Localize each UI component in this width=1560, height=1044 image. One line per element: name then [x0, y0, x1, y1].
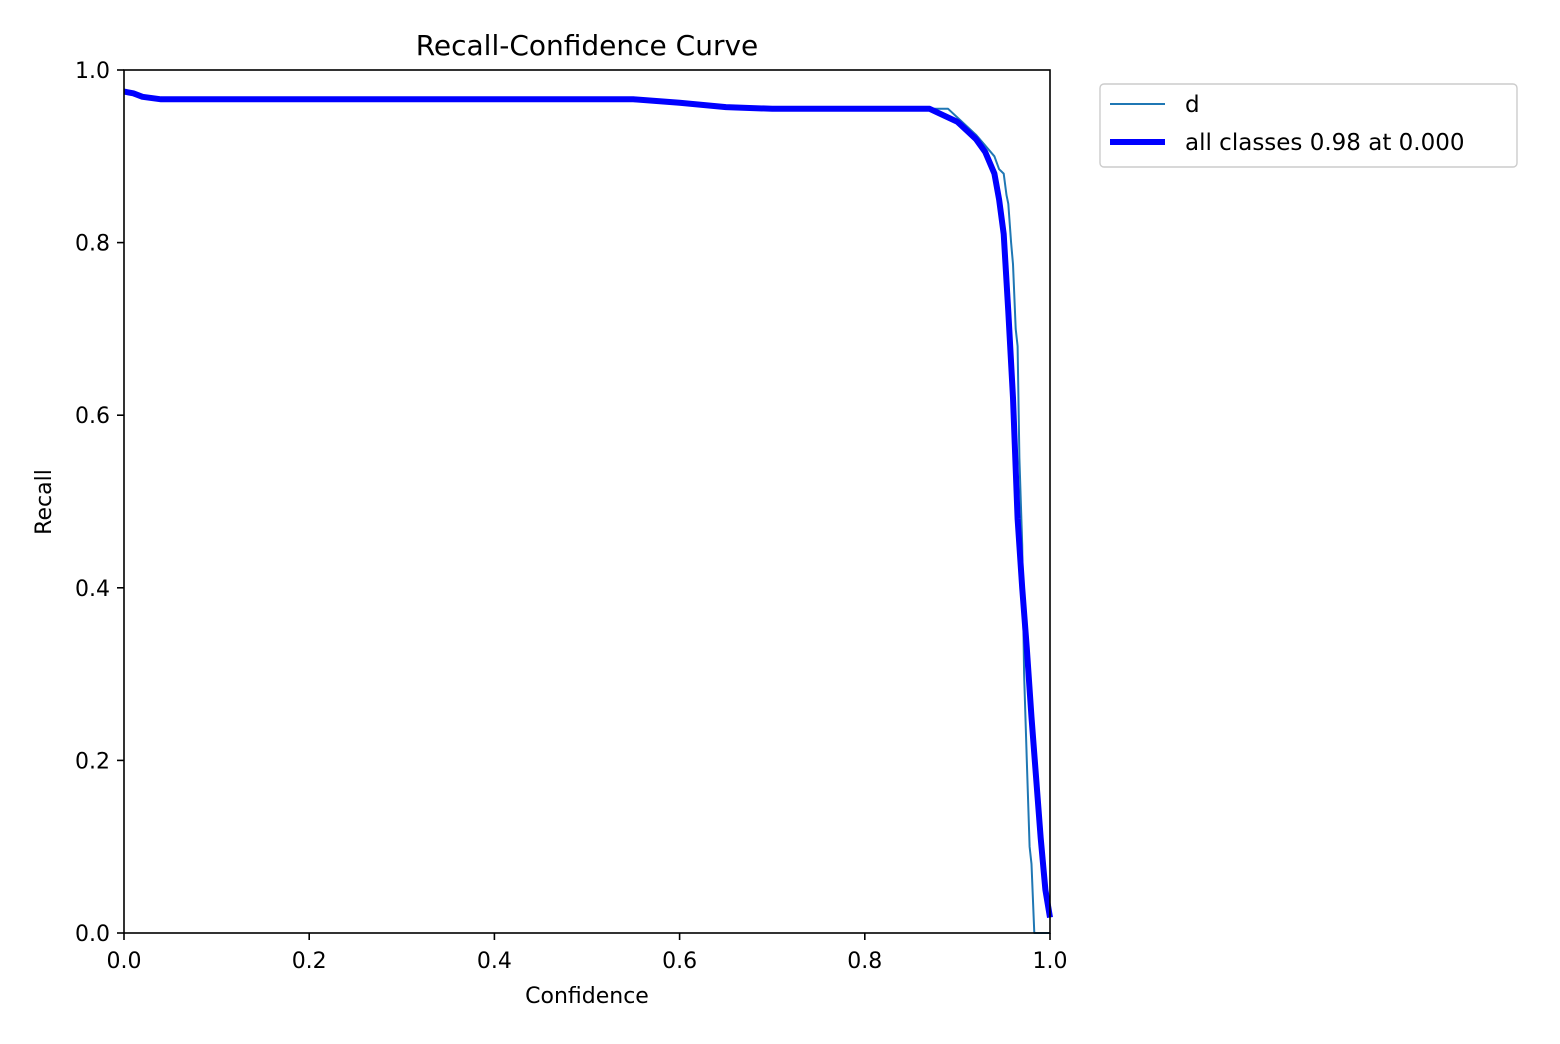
- y-tick-label: 0.2: [75, 749, 110, 774]
- x-tick-label: 0.4: [477, 949, 512, 974]
- y-tick-label: 0.0: [75, 922, 110, 947]
- legend: d all classes 0.98 at 0.000: [1099, 83, 1518, 168]
- chart-title: Recall-Confidence Curve: [416, 29, 759, 62]
- plot-frame: [123, 69, 1051, 934]
- y-tick-label: 1.0: [75, 59, 110, 84]
- x-tick-label: 0.0: [107, 949, 142, 974]
- y-tick-label: 0.4: [75, 577, 110, 602]
- y-axis-label: Recall: [32, 469, 57, 535]
- x-tick-label: 0.2: [292, 949, 327, 974]
- y-tick-label: 0.8: [75, 232, 110, 257]
- x-tick-label: 0.8: [847, 949, 882, 974]
- legend-label-all-classes: all classes 0.98 at 0.000: [1185, 130, 1465, 156]
- plot-area: [123, 88, 1053, 934]
- x-axis-ticks: 0.0 0.2 0.4 0.6 0.8 1.0: [107, 933, 1068, 974]
- y-axis-ticks: 0.0 0.2 0.4 0.6 0.8 1.0: [75, 59, 124, 947]
- legend-label-d: d: [1185, 92, 1200, 118]
- x-tick-label: 0.6: [662, 949, 697, 974]
- x-tick-label: 1.0: [1033, 949, 1068, 974]
- series-line-all-classes: [123, 88, 1053, 918]
- y-tick-label: 0.6: [75, 404, 110, 429]
- x-axis-label: Confidence: [525, 984, 649, 1009]
- legend-box: [1099, 83, 1518, 168]
- series-line-d: [123, 90, 1050, 934]
